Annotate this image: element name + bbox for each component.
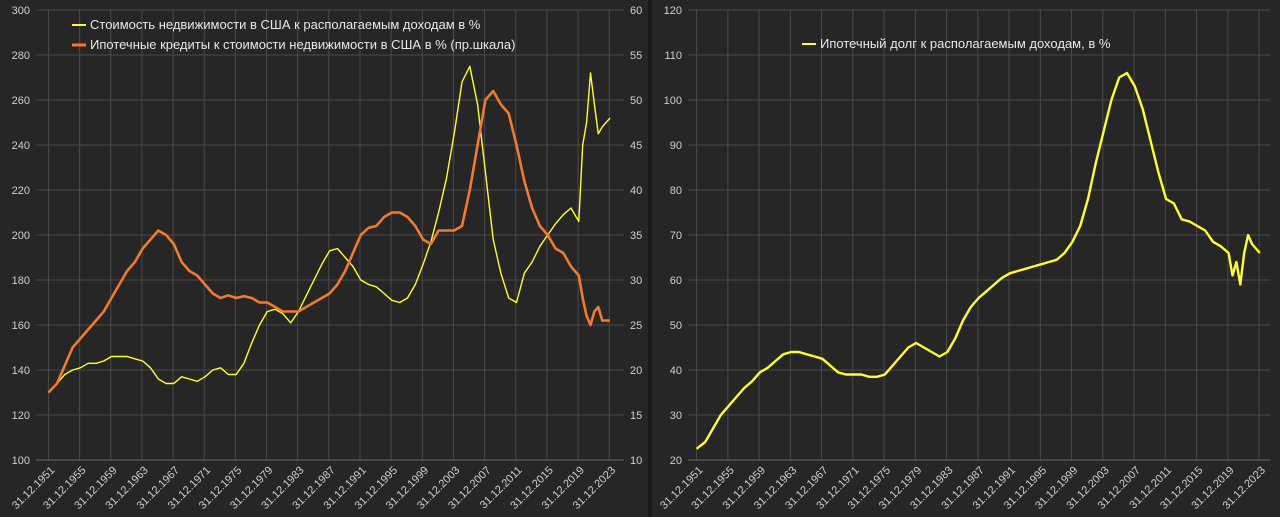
left-y2-tick-label: 45 xyxy=(630,140,642,152)
right-y-tick-label: 80 xyxy=(670,185,682,197)
right-y-tick-label: 60 xyxy=(670,275,682,287)
right-y-tick-label: 120 xyxy=(664,5,682,17)
left-y2-tick-label: 30 xyxy=(630,275,642,287)
right-y-tick-label: 110 xyxy=(664,50,682,62)
left-y2-tick-label: 40 xyxy=(630,185,642,197)
left-y-tick-label: 300 xyxy=(12,5,30,17)
left-y2-tick-label: 50 xyxy=(630,95,642,107)
left-y2-tick-label: 10 xyxy=(630,455,642,467)
left-y-tick-label: 120 xyxy=(12,410,30,422)
left-chart-panel: 100 120 140 160 180 200 220 240 260 280 300 10 15 20 2… xyxy=(0,0,648,517)
right-series-line-0 xyxy=(695,71,1261,450)
left-y2-tick-label: 60 xyxy=(630,5,642,17)
right-y-tick-label: 40 xyxy=(670,365,682,377)
right-y-tick-label: 100 xyxy=(664,95,682,107)
right-y-tick-label: 30 xyxy=(670,410,682,422)
left-y2-tick-label: 25 xyxy=(630,320,642,332)
right-y-tick-label: 90 xyxy=(670,140,682,152)
left-y2-tick-label: 35 xyxy=(630,230,642,242)
left-chart: 100 120 140 160 180 200 220 240 260 280 300 10 15 20 2… xyxy=(10,5,642,512)
left-y2-tick-label: 15 xyxy=(630,410,642,422)
right-y-tick-label: 70 xyxy=(670,230,682,242)
left-legend-label: Ипотечные кредиты к стоимости недвижимос… xyxy=(90,37,515,52)
left-y-tick-label: 280 xyxy=(12,50,30,62)
left-y-tick-label: 140 xyxy=(12,365,30,377)
right-legend-label: Ипотечный долг к располагаемым доходам, … xyxy=(820,36,1111,51)
left-y-tick-label: 160 xyxy=(12,320,30,332)
left-y2-tick-label: 55 xyxy=(630,50,642,62)
left-legend-label: Стоимость недвижимости в США к располага… xyxy=(90,17,481,32)
left-y-tick-label: 260 xyxy=(12,95,30,107)
left-series-line-0 xyxy=(47,65,611,393)
right-chart-panel: 20 30 40 50 60 70 80 90 100 110 120 31.12.1951 31.12… xyxy=(652,0,1280,517)
left-y-tick-label: 200 xyxy=(12,230,30,242)
left-y2-tick-label: 20 xyxy=(630,365,642,377)
right-y-tick-label: 50 xyxy=(670,320,682,332)
left-y-tick-label: 180 xyxy=(12,275,30,287)
right-y-tick-label: 20 xyxy=(670,455,682,467)
left-y-tick-label: 220 xyxy=(12,185,30,197)
left-y-tick-label: 100 xyxy=(12,455,30,467)
left-series-line-1 xyxy=(47,89,610,394)
left-y-tick-label: 240 xyxy=(12,140,30,152)
right-chart: 203040506070809010011012031.12.195131.12… xyxy=(658,5,1270,512)
